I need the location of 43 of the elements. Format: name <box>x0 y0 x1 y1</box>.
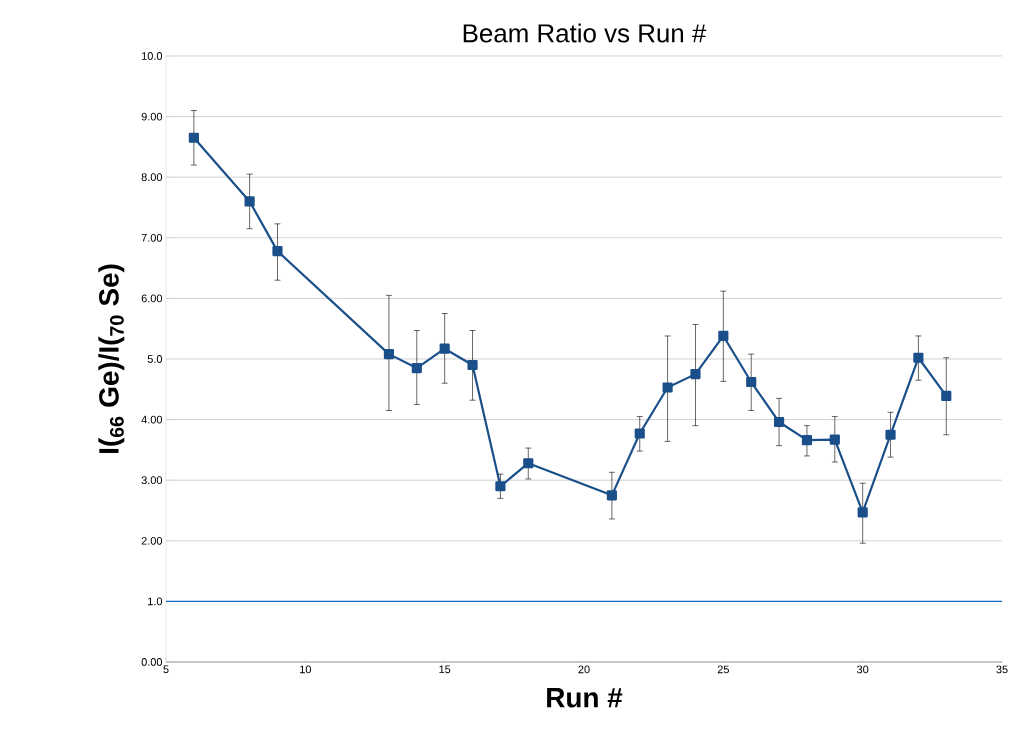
y-axis-title: I($_{66}$ Ge)/I($_{70}$ Se) <box>98 264 125 453</box>
y-tick-label: 6.00 <box>141 294 163 303</box>
y-tick-label: 4.00 <box>141 415 163 424</box>
point <box>244 196 255 207</box>
y-tick-label: 5.0 <box>147 355 163 363</box>
x-tick-label: 25 <box>717 665 729 674</box>
point <box>913 352 924 363</box>
y-tick-label: 1.0 <box>148 597 163 606</box>
point <box>495 481 506 492</box>
y-tick-label: 7.00 <box>141 233 163 242</box>
point <box>606 490 617 501</box>
point <box>272 246 283 257</box>
point <box>857 507 868 518</box>
point <box>801 435 813 446</box>
x-tick-label: 30 <box>857 665 869 674</box>
y-tick-label: 2.00 <box>141 536 163 545</box>
point <box>411 362 422 374</box>
y-tick-label: 8.00 <box>141 173 163 182</box>
point <box>718 330 729 342</box>
point <box>773 416 785 428</box>
point <box>439 343 450 354</box>
point <box>941 390 952 402</box>
point <box>634 428 645 439</box>
point <box>662 382 673 393</box>
y-tick-label: 9.00 <box>141 112 163 121</box>
point <box>885 429 896 440</box>
x-tick-label: 35 <box>996 665 1008 674</box>
point <box>829 434 840 445</box>
y-tick-label: 0.00 <box>141 658 163 666</box>
point <box>690 369 701 380</box>
y-tick-label: 10.0 <box>141 52 163 60</box>
x-axis-title: Run # <box>547 688 623 708</box>
x-tick-label: 10 <box>300 665 311 674</box>
point <box>467 359 478 371</box>
point <box>746 376 757 388</box>
point <box>523 458 534 469</box>
chart-title: Beam Ratio vs Run # <box>463 23 707 43</box>
point <box>188 132 199 143</box>
point <box>383 349 395 360</box>
y-tick-label: 3.00 <box>141 476 163 485</box>
x-tick-label: 5 <box>163 665 169 674</box>
x-tick-label: 20 <box>578 665 590 674</box>
x-tick-label: 15 <box>439 665 451 674</box>
